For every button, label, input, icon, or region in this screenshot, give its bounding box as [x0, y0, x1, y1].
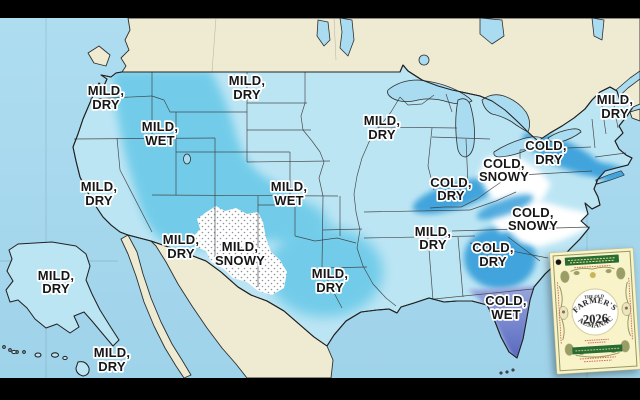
zone-cold-dry-georgia — [464, 227, 536, 289]
zone-mild-wet-west — [112, 70, 309, 250]
almanac-masthead: THE OLD — [584, 293, 604, 299]
region-label-texas: MILD, DRY — [312, 266, 348, 295]
alaska — [5, 241, 120, 347]
region-label-new-mexico: MILD, SNOWY — [215, 239, 265, 268]
top-banner-text-marks — [567, 257, 616, 264]
state-borders — [73, 72, 627, 309]
region-label-pacific-northwest: MILD, DRY — [88, 83, 124, 112]
crest-icon — [589, 272, 596, 279]
region-label-intermountain: MILD, WET — [142, 119, 178, 148]
region-label-hawaii: MILD, DRY — [94, 345, 130, 374]
zone-mild-dry-texas — [267, 227, 383, 317]
region-label-maine: MILD, DRY — [597, 92, 633, 121]
region-label-deep-south: MILD, DRY — [415, 224, 451, 252]
sub-circle-red-text-marks — [584, 338, 609, 344]
zone-cold-dry-ohio-valley — [412, 178, 498, 214]
letterbox-bar-bottom — [0, 378, 640, 400]
vancouver-island — [87, 45, 111, 67]
region-label-ohio-valley: COLD, SNOWY — [479, 156, 529, 184]
bottom-banner-text-marks — [575, 347, 620, 352]
almanac-cover-art: THE OLD FARMER'S 2026 ALMANAC — [549, 247, 640, 375]
center-medallion — [571, 288, 619, 336]
canada-province-lines — [211, 17, 337, 73]
region-label-kentucky-valley: COLD, DRY — [430, 175, 471, 203]
region-label-northern-plains: MILD, DRY — [229, 73, 265, 102]
forecast-zones — [112, 70, 633, 358]
cover-frame — [552, 250, 638, 372]
lake-michigan — [455, 98, 475, 158]
region-label-arizona: MILD, DRY — [163, 232, 199, 261]
zone-mild-join — [272, 203, 328, 247]
region-label-alaska: MILD, DRY — [38, 268, 74, 296]
region-labels: MILD, DRY MILD, DRY MILD, WET MILD, DRY MILD… — [36, 71, 635, 375]
zone-cold-dry-northeast — [522, 131, 604, 177]
side-red-text-marks — [557, 277, 633, 345]
nova-scotia — [629, 108, 640, 122]
lake-ontario — [547, 128, 582, 143]
zone-mild-snowy-newmexico — [193, 206, 287, 295]
letterbox-bar-top — [0, 0, 640, 18]
portrait-left-face — [561, 310, 565, 314]
lake-erie — [493, 136, 543, 158]
portrait-right-face — [624, 306, 628, 310]
almanac-cover: THE OLD FARMER'S 2026 ALMANAC — [549, 247, 640, 375]
great-lakes — [183, 79, 582, 165]
top-banner — [564, 254, 620, 266]
region-label-upper-midwest: MILD, DRY — [364, 113, 400, 142]
region-label-mid-atlantic: COLD, SNOWY — [508, 205, 558, 233]
florida-keys — [499, 368, 515, 375]
zone-cold-snowy-midatlantic — [501, 200, 593, 247]
region-label-florida: COLD, WET — [485, 293, 526, 322]
great-salt-lake — [183, 153, 191, 165]
hawaiian-islands — [11, 349, 90, 377]
almanac-year: 2026 — [583, 311, 609, 327]
region-label-northeast: COLD, DRY — [525, 138, 566, 167]
cover-greenery — [559, 266, 631, 358]
region-label-georgia: COLD, DRY — [472, 240, 513, 269]
region-label-southern-rockies: MILD, WET — [271, 179, 307, 208]
zone-cold-dry-ridge — [476, 194, 534, 220]
region-label-california: MILD, DRY — [81, 179, 117, 208]
top-red-text-marks — [574, 265, 611, 269]
hang-hole-icon — [555, 259, 562, 265]
